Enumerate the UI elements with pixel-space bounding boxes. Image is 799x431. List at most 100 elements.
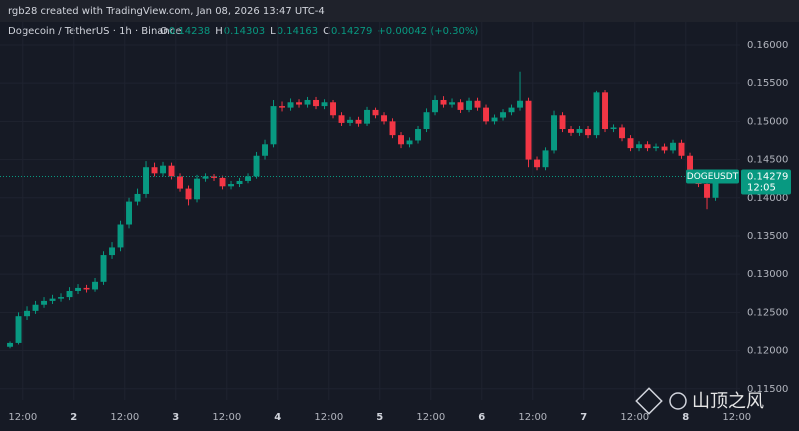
candle-body: [440, 99, 447, 105]
symbol-label: DOGEUSDT: [687, 172, 739, 182]
candle-body: [712, 176, 719, 198]
x-tick-label: 12:00: [416, 412, 445, 423]
x-tick-label: 12:00: [212, 412, 241, 423]
candle-body: [610, 127, 617, 130]
candle-body: [49, 298, 56, 301]
x-tick-label: 12:00: [722, 412, 751, 423]
candle-body: [330, 102, 337, 116]
legend-label: L: [270, 26, 276, 37]
candle-body: [355, 119, 362, 124]
candle-body: [245, 176, 252, 181]
candle-body: [321, 102, 328, 107]
candle-body: [500, 112, 506, 118]
candle-body: [296, 102, 303, 105]
candle-body: [347, 119, 354, 123]
price-label: 0.14279: [747, 171, 788, 182]
x-tick-label: 2: [70, 412, 77, 423]
x-tick-label: 12:00: [518, 412, 547, 423]
candle-body: [219, 177, 226, 187]
legend-label: H: [215, 26, 223, 37]
chart-title: Dogecoin / TetherUS · 1h · Binance: [8, 26, 181, 37]
candle-body: [304, 99, 311, 105]
candle-body: [432, 99, 438, 113]
candle-body: [58, 297, 65, 299]
candle-body: [7, 342, 14, 347]
y-tick-label: 0.14000: [747, 193, 788, 204]
candle-body: [202, 176, 209, 179]
candle-body: [483, 107, 489, 122]
candle-body: [109, 247, 116, 256]
y-tick-label: 0.13000: [747, 269, 788, 280]
candle-body: [644, 144, 651, 149]
candle-body: [253, 155, 260, 177]
candle-body: [602, 92, 608, 130]
candle-body: [568, 129, 574, 133]
candle-body: [24, 310, 31, 317]
y-tick-label: 0.15500: [747, 78, 788, 89]
candle-body: [653, 146, 659, 149]
candle-body: [372, 109, 379, 116]
candle-body: [559, 115, 566, 130]
candle-body: [134, 193, 141, 202]
y-tick-label: 0.14500: [747, 155, 788, 166]
candle-body: [619, 127, 625, 139]
candle-body: [211, 176, 218, 178]
y-tick-label: 0.15000: [747, 116, 788, 127]
candle-body: [576, 129, 583, 133]
header-bar: [0, 0, 799, 22]
legend-label: O: [160, 26, 168, 37]
candle-body: [542, 150, 549, 168]
candle-body: [687, 155, 693, 174]
candle-body: [678, 142, 685, 156]
candle-body: [32, 304, 39, 311]
candle-body: [66, 290, 73, 298]
candle-body: [381, 115, 387, 122]
candle-body: [75, 287, 82, 291]
legend-value: 0.14303: [224, 26, 265, 37]
x-tick-label: 12:00: [110, 412, 139, 423]
legend-value: 0.14163: [277, 26, 318, 37]
candle-body: [313, 99, 320, 107]
candle-body: [338, 115, 345, 123]
ohlc-legend: O 0.14238 H 0.14303 L 0.14163 C 0.14279 +0.00042…: [160, 26, 478, 37]
x-tick-label: 7: [580, 412, 587, 423]
candle-body: [457, 102, 464, 110]
candle-body: [177, 176, 184, 189]
candle-body: [126, 201, 133, 225]
candle-body: [270, 106, 277, 145]
candle-body: [406, 140, 413, 145]
x-tick-label: 5: [376, 412, 383, 423]
candle-body: [279, 106, 286, 108]
candle-body: [143, 167, 150, 194]
candle-body: [228, 184, 235, 187]
candle-body: [636, 144, 642, 149]
watermark-icon: [635, 387, 663, 415]
y-tick-label: 0.13500: [747, 231, 788, 242]
x-tick-label: 12:00: [8, 412, 37, 423]
countdown-label: 12:05: [747, 182, 776, 193]
grid: [0, 22, 740, 400]
x-tick-label: 4: [274, 412, 281, 423]
candle-body: [168, 165, 175, 177]
axes: 0.11500 0.12000 0.12500 0.13000 0.13500 0.140…: [0, 40, 791, 423]
candle-body: [627, 138, 634, 149]
candle-body: [704, 184, 710, 198]
legend-change: +0.00042 (+0.30%): [377, 26, 478, 37]
x-tick-label: 6: [478, 412, 485, 423]
watermark-text: 山顶之风: [692, 391, 764, 412]
candle-body: [466, 100, 472, 110]
candle-body: [185, 188, 192, 200]
candle-body: [117, 224, 124, 248]
x-tick-label: 12:00: [620, 412, 649, 423]
header-text: rgb28 created with TradingView.com, Jan …: [8, 6, 325, 17]
candle-body: [415, 129, 421, 141]
candle-body: [236, 180, 243, 185]
candle-body: [585, 129, 591, 136]
candle-body: [661, 146, 668, 151]
x-tick-label: 3: [172, 412, 179, 423]
candle-body: [100, 255, 107, 282]
watermark-icon: [669, 392, 687, 410]
legend-value: 0.14238: [169, 26, 210, 37]
x-tick-label: 8: [682, 412, 689, 423]
